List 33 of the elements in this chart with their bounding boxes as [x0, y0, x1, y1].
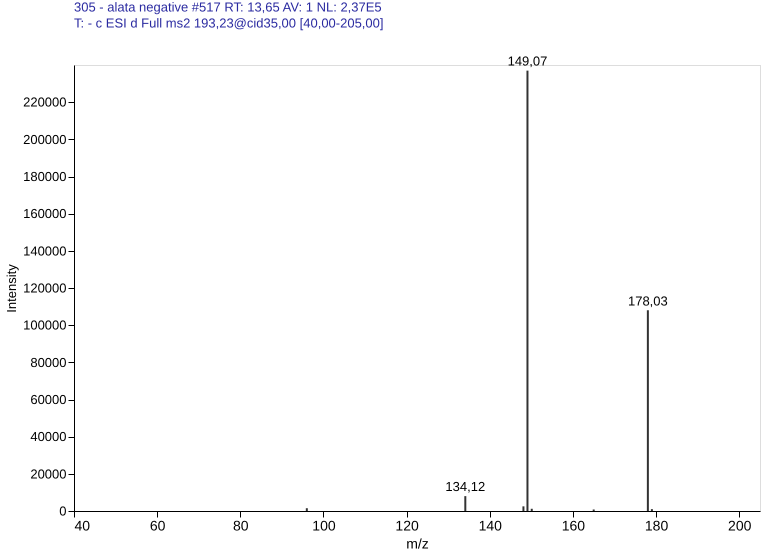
x-tick-label: 80: [233, 518, 249, 534]
chart-title: 305 - alata negative #517 RT: 13,65 AV: 1 NL: 2,37E5: [74, 0, 382, 15]
y-tick-label: 200000: [23, 132, 66, 147]
y-tick-label: 160000: [23, 206, 66, 222]
x-tick-label: 160: [562, 518, 586, 534]
annotation: 178,03: [628, 293, 668, 308]
y-tick-label: 180000: [23, 169, 66, 184]
y-tick-label: 0: [59, 504, 66, 518]
x-tick-label: 60: [150, 518, 166, 534]
bar: [306, 508, 308, 511]
y-tick-label: 100000: [23, 318, 66, 333]
chart-subtitle: T: - c ESI d Full ms2 193,23@cid35,00 [40,00-205,00]: [74, 16, 384, 31]
bar: [522, 506, 524, 511]
x-tick-label: 120: [395, 518, 419, 534]
bar: [526, 70, 528, 511]
y-axis-title: Intensity: [4, 264, 20, 313]
y-tick-label: 220000: [23, 94, 66, 110]
x-tick-label: 40: [74, 518, 90, 534]
x-tick-label: 100: [312, 518, 336, 534]
y-tick-label: 140000: [23, 243, 66, 258]
bar: [464, 496, 466, 511]
y-tick-label: 120000: [23, 280, 66, 296]
y-tick-label: 60000: [30, 392, 66, 407]
y-tick-label: 80000: [30, 354, 66, 370]
x-tick-label: 180: [644, 518, 668, 534]
x-tick-label: 200: [728, 518, 752, 534]
bar: [646, 310, 649, 511]
annotation: 149,07: [508, 54, 548, 69]
y-tick-label: 40000: [30, 429, 66, 444]
annotation: 134,12: [445, 479, 486, 494]
x-axis-title: m/z: [406, 536, 429, 552]
x-tick-label: 140: [478, 518, 502, 534]
y-tick-label: 20000: [30, 466, 66, 482]
